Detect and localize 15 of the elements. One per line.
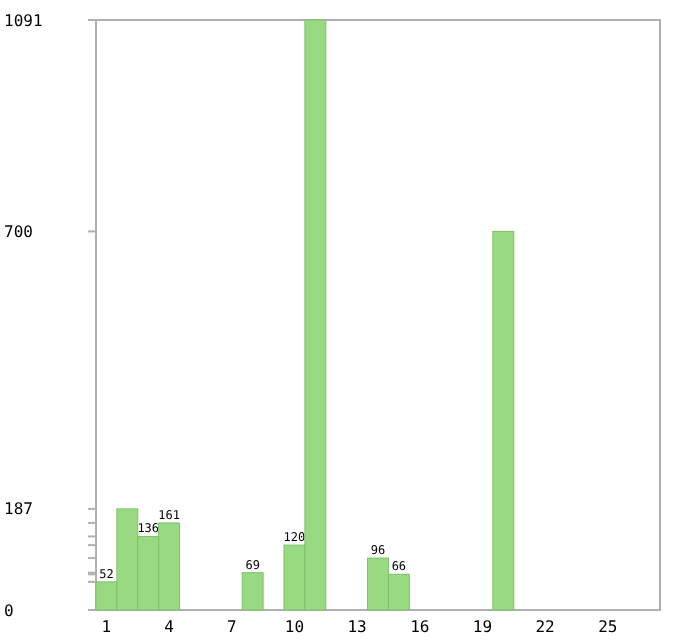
y-tick-label: 700 — [4, 223, 34, 242]
y-tick-label: 0 — [4, 601, 14, 620]
y-tick-label: 1091 — [4, 11, 43, 30]
x-tick-label: 13 — [347, 618, 368, 636]
bar — [492, 230, 515, 611]
y-tick-label: 187 — [4, 500, 34, 519]
x-tick-label: 4 — [164, 618, 175, 636]
x-tick-label: 19 — [472, 618, 493, 636]
x-tick-label: 16 — [410, 618, 430, 636]
x-tick-label: 25 — [598, 618, 618, 636]
bar — [241, 572, 264, 611]
x-tick-label: 10 — [284, 618, 305, 636]
x-tick-label: 1 — [101, 618, 112, 636]
x-tick-label: 7 — [226, 618, 237, 636]
x-tick-label: 22 — [535, 618, 556, 636]
